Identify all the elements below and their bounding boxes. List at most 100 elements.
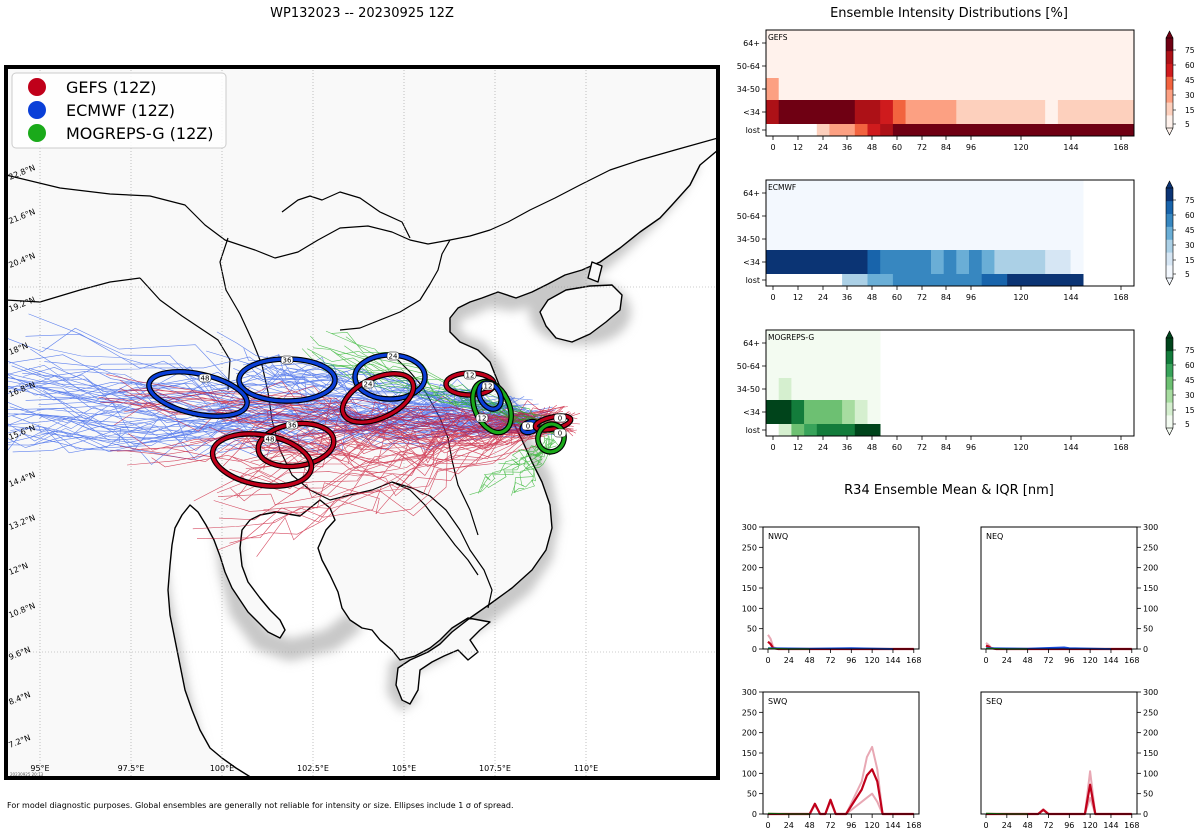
colorbar-tick: 5 [1185,420,1190,429]
ellipse-hour-label: 36 [283,357,292,365]
lon-label: 110°E [574,764,598,773]
r34-quadrant-label: SEQ [986,697,1002,706]
r34-y-tick: 200 [1143,564,1158,573]
r34-x-tick: 48 [1023,821,1033,830]
heatmap-x-tick: 36 [842,143,852,152]
colorbar-tick: 15 [1185,256,1195,265]
r34-x-tick: 72 [825,656,835,665]
map-frame [4,65,720,780]
r34-y-tick: 150 [1143,749,1158,758]
heatmap-cell [880,124,894,136]
r34-x-tick: 144 [1103,656,1118,665]
heatmap-x-tick: 60 [892,293,902,302]
r34-x-tick: 96 [846,656,856,665]
r34-quadrant-label: NEQ [986,532,1003,541]
heatmap-cell [766,250,868,274]
r34-x-tick: 168 [1124,821,1139,830]
heatmap-row-label: 34-50 [737,85,760,94]
r34-y-tick: 150 [1143,584,1158,593]
r34-x-tick: 72 [825,821,835,830]
heatmap-cell [1007,274,1084,286]
heatmap-x-tick: 168 [1113,443,1128,452]
intensity-title: Ensemble Intensity Distributions [%] [830,6,1068,21]
colorbar-tick: 5 [1185,120,1190,129]
heatmap-x-tick: 168 [1113,143,1128,152]
heatmap-cell [956,250,970,274]
r34-x-tick: 120 [1082,656,1097,665]
colorbar-tick: 5 [1185,270,1190,279]
ellipse-gefs-0: 0 [532,413,574,433]
colorbar-tick: 45 [1185,376,1195,385]
heatmap-cell [854,100,881,124]
heatmap-x-tick: 120 [1013,293,1028,302]
ellipse-gefs-36: 36 [255,420,337,470]
ellipse-hour-label: 24 [364,381,373,389]
colorbar-tick: 60 [1185,211,1195,220]
r34-y-tick: 50 [1143,790,1153,799]
heatmap-cell [892,100,906,124]
heatmap-cell [1057,100,1135,124]
heatmap-cell [867,400,881,424]
r34-x-tick: 144 [1103,821,1118,830]
heatmap-cell [880,100,894,124]
heatmap-row-label: lost [746,126,760,135]
heatmap-cell [766,228,1084,250]
heatmap-row-label: 64+ [743,189,760,198]
heatmap-cell [867,274,894,286]
heatmap-cell [1045,250,1071,274]
heatmap-cell [1045,100,1059,124]
heatmap-x-tick: 24 [818,143,828,152]
ellipse-hour-label: 0 [526,423,530,431]
ellipse-hour-label: 12 [484,383,493,391]
heatmap-cell [791,424,805,436]
heatmap-cell [766,400,792,424]
heatmap-cell [854,124,868,136]
r34-panel-neq: NEQ 0 24 48 72 96 120 144 168 0 50 100 150 200 250 300 [980,523,1158,665]
heatmap-gefs: GEFS lost <34 34-50 50-64 64+ 0 12 24 36 48 60 72 84 9… [737,29,1195,152]
heatmap-row-label: 34-50 [737,385,760,394]
heatmap-cell [778,424,792,436]
r34-y-tick: 100 [1143,769,1158,778]
r34-series [986,783,1132,816]
r34-y-tick: 300 [1143,523,1158,532]
r34-y-tick: 200 [742,564,757,573]
colorbar-tick: 30 [1185,241,1195,250]
r34-x-tick: 120 [1082,821,1097,830]
r34-series [768,768,914,816]
r34-y-tick: 300 [1143,688,1158,697]
r34-series [986,770,1132,815]
heatmap-x-tick: 36 [842,443,852,452]
colorbar-tick: 75 [1185,346,1195,355]
r34-x-tick: 48 [805,656,815,665]
heatmap-x-tick: 96 [966,143,976,152]
ellipse-ecmwf-12: 12 [476,380,504,412]
ellipse-hour-label: 12 [478,415,487,423]
heatmap-cell [766,330,881,354]
r34-x-tick: 48 [1023,656,1033,665]
heatmap-cell [905,100,957,124]
heatmap-x-tick: 60 [892,443,902,452]
ellipse-mogreps-g-0: 0 [535,421,567,455]
heatmap-ecmwf: ECMWF lost <34 34-50 50-64 64+ 0 12 24 36 48 60 72 84… [737,179,1195,302]
r34-quadrant-label: NWQ [768,532,788,541]
heatmap-x-tick: 72 [917,293,927,302]
heatmap-mogreps-g: MOGREPS-G lost <34 34-50 50-64 64+ 0 12 24 36 48 60… [737,329,1195,452]
ellipse-hour-label: 36 [288,422,297,430]
heatmap-panel-label: GEFS [768,33,788,42]
ellipse-ecmwf-24: 24 [352,351,428,402]
r34-series [768,745,914,815]
r34-x-tick: 144 [885,821,900,830]
heatmap-cell [880,250,932,274]
heatmap-x-tick: 84 [941,293,951,302]
heatmap-x-tick: 96 [966,293,976,302]
heatmap-cell [778,78,1135,100]
r34-y-tick: 150 [742,584,757,593]
heatmap-x-tick: 24 [818,443,828,452]
colorbar-tick: 30 [1185,391,1195,400]
heatmap-x-tick: 12 [793,293,803,302]
heatmap-cell [804,424,818,436]
r34-x-tick: 72 [1043,656,1053,665]
heatmap-x-tick: 72 [917,443,927,452]
